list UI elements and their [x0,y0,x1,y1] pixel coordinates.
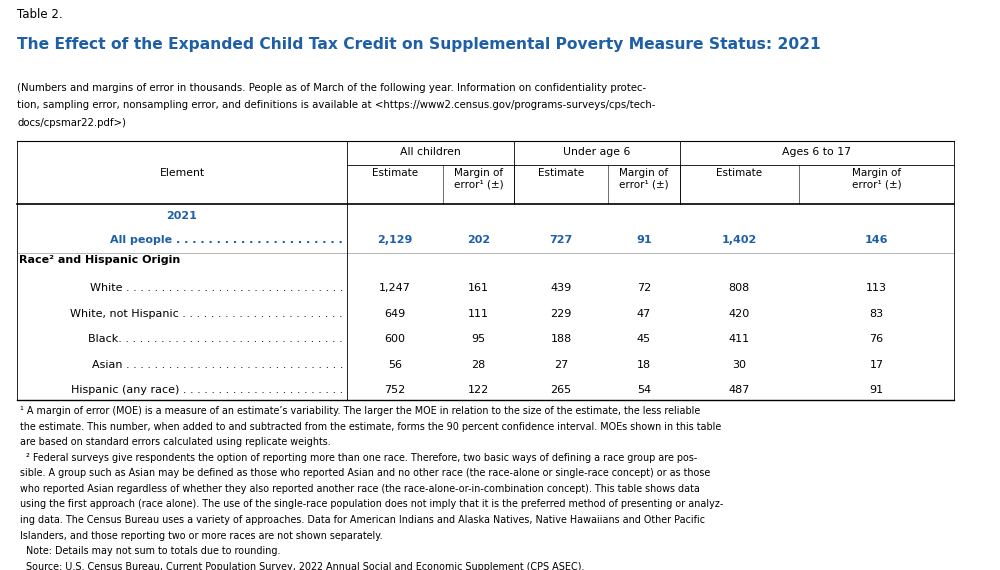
Text: 1,402: 1,402 [722,235,757,245]
Text: 1,247: 1,247 [379,283,411,293]
Text: 188: 188 [550,334,572,344]
Text: tion, sampling error, nonsampling error, and definitions is available at <https:: tion, sampling error, nonsampling error,… [17,100,656,111]
Text: 47: 47 [637,308,651,319]
Text: 202: 202 [467,235,490,245]
Text: 752: 752 [384,385,405,395]
Text: docs/cpsmar22.pdf>): docs/cpsmar22.pdf>) [17,118,126,128]
Text: ² Federal surveys give respondents the option of reporting more than one race. T: ² Federal surveys give respondents the o… [20,453,697,463]
Text: 45: 45 [637,334,651,344]
Text: Margin of
error¹ (±): Margin of error¹ (±) [619,168,669,189]
Text: 30: 30 [732,360,746,369]
Text: Black. . . . . . . . . . . . . . . . . . . . . . . . . . . . . . . .: Black. . . . . . . . . . . . . . . . . .… [88,334,343,344]
Text: ing data. The Census Bureau uses a variety of approaches. Data for American Indi: ing data. The Census Bureau uses a varie… [20,515,705,525]
Text: 18: 18 [637,360,651,369]
Text: 113: 113 [866,283,887,293]
Text: 56: 56 [388,360,402,369]
Text: 487: 487 [729,385,750,395]
Text: Ages 6 to 17: Ages 6 to 17 [782,147,851,157]
Text: 439: 439 [550,283,572,293]
Text: 91: 91 [636,235,652,245]
Text: sible. A group such as Asian may be defined as those who reported Asian and no o: sible. A group such as Asian may be defi… [20,469,710,478]
Text: 265: 265 [551,385,572,395]
Text: 600: 600 [384,334,405,344]
Text: 28: 28 [471,360,486,369]
Text: White, not Hispanic . . . . . . . . . . . . . . . . . . . . . . .: White, not Hispanic . . . . . . . . . . … [63,308,343,319]
Text: 2,129: 2,129 [377,235,412,245]
Text: 17: 17 [869,360,884,369]
Text: 808: 808 [729,283,750,293]
Text: 411: 411 [729,334,750,344]
Text: the estimate. This number, when added to and subtracted from the estimate, forms: the estimate. This number, when added to… [20,422,721,432]
Text: Race² and Hispanic Origin: Race² and Hispanic Origin [19,255,180,265]
Text: The Effect of the Expanded Child Tax Credit on Supplemental Poverty Measure Stat: The Effect of the Expanded Child Tax Cre… [17,37,821,52]
Text: 649: 649 [384,308,405,319]
Text: are based on standard errors calculated using replicate weights.: are based on standard errors calculated … [20,437,331,447]
Text: Hispanic (any race) . . . . . . . . . . . . . . . . . . . . . . .: Hispanic (any race) . . . . . . . . . . … [71,385,343,395]
Text: 95: 95 [471,334,485,344]
Text: 146: 146 [865,235,888,245]
Text: Note: Details may not sum to totals due to rounding.: Note: Details may not sum to totals due … [20,546,281,556]
Text: 727: 727 [549,235,573,245]
Text: White . . . . . . . . . . . . . . . . . . . . . . . . . . . . . . .: White . . . . . . . . . . . . . . . . . … [90,283,343,293]
Text: Asian . . . . . . . . . . . . . . . . . . . . . . . . . . . . . . .: Asian . . . . . . . . . . . . . . . . . … [92,360,343,369]
Text: Estimate: Estimate [716,168,762,178]
Text: who reported Asian regardless of whether they also reported another race (the ra: who reported Asian regardless of whether… [20,484,700,494]
Text: Margin of
error¹ (±): Margin of error¹ (±) [852,168,901,189]
Text: using the first approach (race alone). The use of the single-race population doe: using the first approach (race alone). T… [20,499,723,510]
Text: 122: 122 [468,385,489,395]
Text: 161: 161 [468,283,489,293]
Text: 229: 229 [550,308,572,319]
Text: 83: 83 [869,308,884,319]
Text: Estimate: Estimate [372,168,418,178]
Text: Element: Element [159,168,205,178]
Text: 27: 27 [554,360,568,369]
Text: 76: 76 [869,334,884,344]
Text: Margin of
error¹ (±): Margin of error¹ (±) [454,168,503,189]
Text: 54: 54 [637,385,651,395]
Text: 72: 72 [637,283,651,293]
Text: All children: All children [400,147,461,157]
Text: Islanders, and those reporting two or more races are not shown separately.: Islanders, and those reporting two or mo… [20,531,383,540]
Text: Table 2.: Table 2. [17,9,63,21]
Text: 2021: 2021 [167,211,197,221]
Text: ¹ A margin of error (MOE) is a measure of an estimate’s variability. The larger : ¹ A margin of error (MOE) is a measure o… [20,406,700,416]
Text: 91: 91 [869,385,884,395]
Text: 111: 111 [468,308,489,319]
Text: Under age 6: Under age 6 [563,147,631,157]
Text: 420: 420 [729,308,750,319]
Text: Source: U.S. Census Bureau, Current Population Survey, 2022 Annual Social and Ec: Source: U.S. Census Bureau, Current Popu… [20,561,585,570]
Text: Estimate: Estimate [538,168,584,178]
Text: (Numbers and margins of error in thousands. People as of March of the following : (Numbers and margins of error in thousan… [17,83,646,92]
Text: All people . . . . . . . . . . . . . . . . . . . . .: All people . . . . . . . . . . . . . . .… [110,235,343,245]
